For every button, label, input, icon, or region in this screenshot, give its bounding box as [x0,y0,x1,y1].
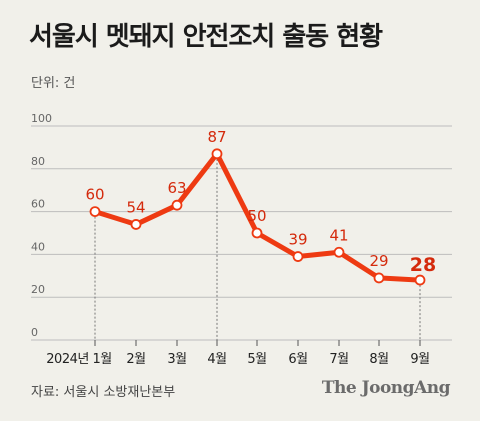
data-point [211,148,223,160]
data-point [171,199,183,211]
data-point [130,219,142,230]
source-note: 자료: 서울시 소방재난본부 [31,385,176,400]
data-point [333,246,345,258]
data-label: 29 [369,252,388,270]
data-label: 41 [329,226,348,244]
data-point [373,272,385,284]
data-label: 63 [167,179,186,197]
data-label: 39 [288,231,307,249]
y-tick-label: 20 [31,283,45,296]
x-tick-label: 4월 [207,352,226,367]
x-tick-label: 3월 [167,352,186,367]
y-tick-label: 100 [31,112,52,125]
x-tick-label: 6월 [288,352,307,367]
data-label: 87 [207,128,226,146]
y-tick-label: 0 [31,326,38,339]
x-tick-label: 2월 [126,352,145,367]
x-tick-label: 9월 [410,352,429,367]
data-point [414,274,426,286]
data-label: 60 [85,186,104,204]
data-label: 50 [247,207,266,225]
data-point [292,251,304,262]
chart-title: 서울시 멧돼지 안전조치 출동 현황 [29,22,383,52]
data-point [89,206,101,218]
x-tick-label: 5월 [247,352,266,367]
x-tick-label: 8월 [369,352,388,367]
y-tick-label: 40 [31,240,45,253]
x-tick-label: 2024년 1월 [46,352,111,367]
unit-label: 단위: 건 [31,76,76,91]
brand-logo: The JoongAng [321,378,451,398]
y-tick-label: 80 [31,155,45,168]
x-tick-label: 7월 [329,352,348,367]
y-tick-label: 60 [31,198,45,211]
data-label: 28 [410,254,436,276]
data-label: 54 [126,198,145,216]
data-point [251,227,263,239]
